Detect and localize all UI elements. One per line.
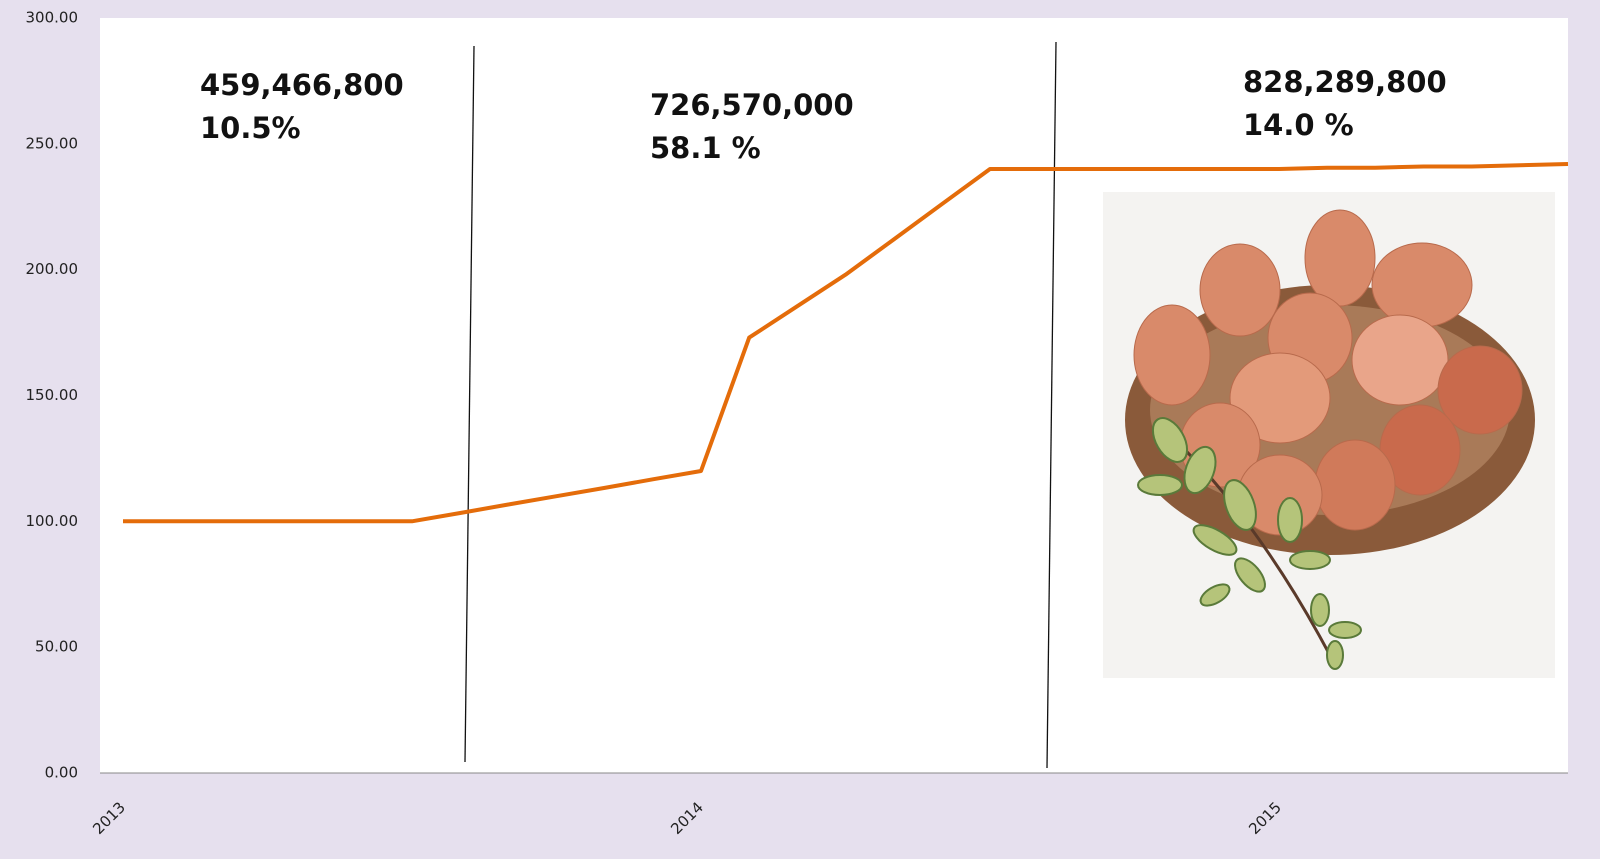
y-tick-label: 150.00 (26, 386, 79, 404)
y-tick-label: 50.00 (35, 638, 78, 656)
annotation: 14.0 % (1243, 108, 1354, 142)
x-tick-label: 2014 (667, 798, 707, 838)
annotation: 726,570,000 (650, 88, 854, 122)
egg-basket-image (1103, 192, 1555, 678)
y-tick-label: 100.00 (26, 512, 79, 530)
y-tick-label: 200.00 (26, 260, 79, 278)
y-tick-label: 250.00 (26, 134, 79, 152)
y-tick-label: 0.00 (45, 764, 78, 782)
chart: 0.00 50.00 100.00 150.00 200.00 250.00 300.00 2… (0, 0, 1600, 859)
annotation: 58.1 % (650, 131, 761, 165)
x-tick-label: 2013 (89, 798, 129, 838)
y-tick-label: 300.00 (26, 9, 79, 27)
annotation: 459,466,800 (200, 68, 404, 102)
page: {"chart_data": {"type": "line", "categor… (0, 0, 1600, 859)
annotation: 10.5% (200, 111, 301, 145)
annotation: 828,289,800 (1243, 65, 1447, 99)
x-tick-label: 2015 (1245, 798, 1285, 838)
